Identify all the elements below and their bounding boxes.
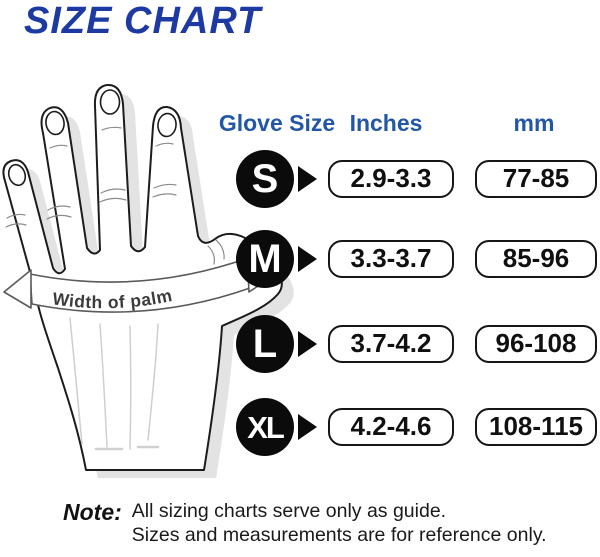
arrow-right-icon [298,414,317,440]
mm-range-s: 77-85 [475,160,597,198]
tendon-lines [69,317,159,450]
mm-range-m: 85-96 [475,240,597,278]
mm-range-l: 96-108 [475,325,597,363]
column-header-inches: Inches [349,110,423,136]
arrow-right-icon [298,331,317,357]
size-badge-m: M [236,230,294,288]
inches-range-l: 3.7-4.2 [328,325,454,363]
inches-range-m: 3.3-3.7 [328,240,454,278]
banner-arrow-left-icon [3,269,32,309]
size-badge-xl: XL [236,398,294,456]
note: Note: All sizing charts serve only as gu… [63,500,547,547]
size-badge-l: L [236,315,294,373]
mm-range-xl: 108-115 [475,408,597,446]
wrist-creases [94,445,160,451]
size-badge-l-label: L [252,322,278,366]
note-label: Note: [63,499,122,525]
column-header-mm: mm [513,110,555,136]
arrow-right-icon [298,166,317,192]
size-badge-s-label: S [251,157,279,201]
note-text: All sizing charts serve only as guide. S… [132,500,547,547]
column-header-glove-size: Glove Size [218,110,336,136]
inches-range-xl: 4.2-4.6 [328,408,454,446]
page-title: SIZE CHART [24,0,262,42]
size-badge-m-label: M [248,237,282,281]
note-line-2: Sizes and measurements are for reference… [131,523,547,546]
inches-range-s: 2.9-3.3 [328,160,454,198]
size-badge-xl-label: XL [247,409,285,445]
note-line-1: All sizing charts serve only as guide. [131,500,447,522]
hand-illustration: Width of palm [2,83,294,478]
fingernails [7,89,177,187]
size-badge-s: S [236,150,294,208]
arrow-right-icon [298,246,317,272]
